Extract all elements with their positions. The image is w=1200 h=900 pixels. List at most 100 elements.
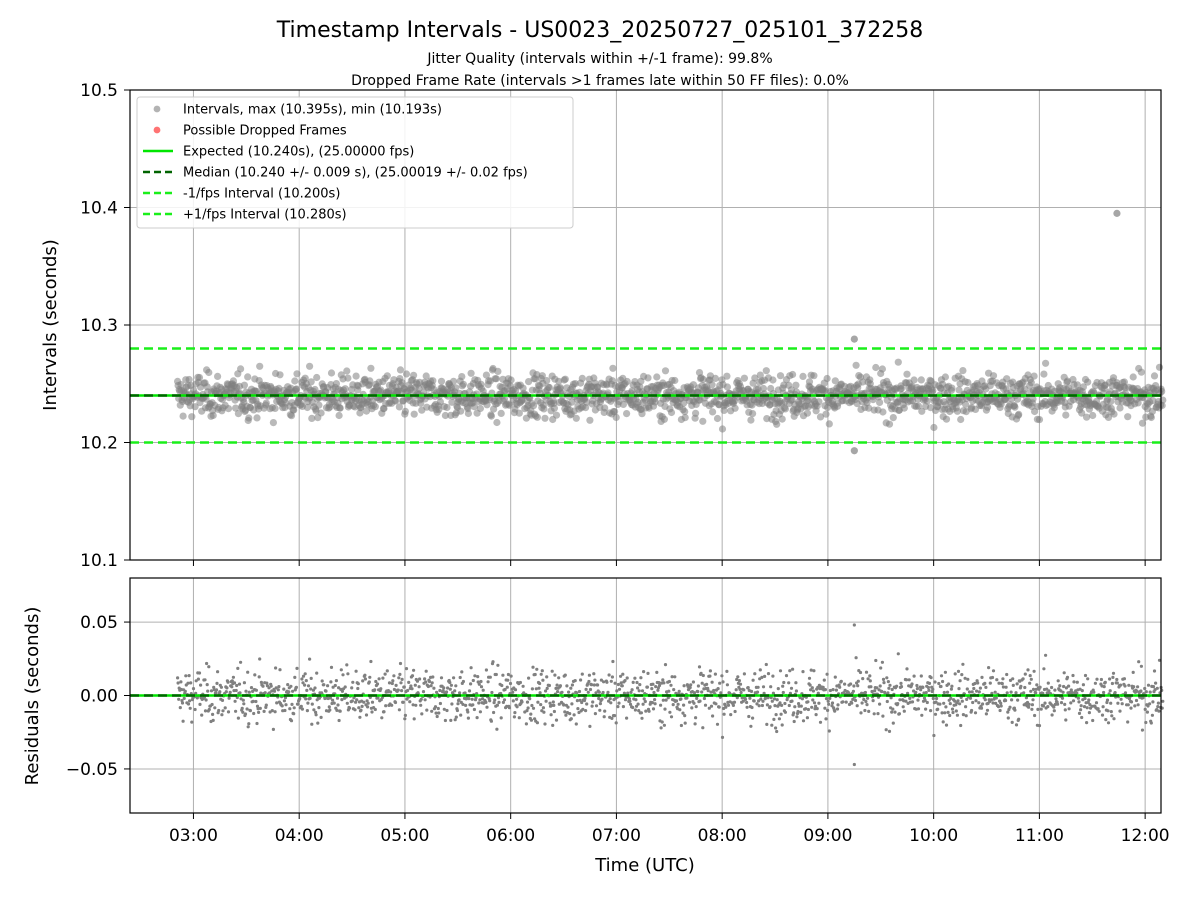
residual-point	[517, 716, 521, 720]
residual-point	[1006, 710, 1010, 714]
residual-point	[1014, 723, 1019, 727]
residual-point	[904, 678, 909, 682]
residual-point	[299, 704, 303, 708]
residual-point	[621, 672, 625, 676]
residual-point	[1037, 724, 1042, 728]
residual-point	[878, 684, 882, 688]
x-tick-label: 08:00	[698, 826, 747, 846]
residual-point	[343, 685, 347, 689]
residual-point	[1001, 677, 1005, 681]
residual-point	[397, 708, 401, 712]
interval-point	[680, 399, 688, 407]
residual-point	[957, 687, 961, 691]
residual-point	[581, 707, 585, 712]
interval-point	[476, 404, 484, 413]
residual-point	[1008, 678, 1013, 683]
residual-point	[190, 720, 194, 724]
residual-point	[261, 684, 265, 688]
residual-point	[541, 706, 546, 710]
residual-point	[324, 689, 328, 693]
chart-title: Timestamp Intervals - US0023_20250727_02…	[276, 18, 923, 43]
residual-point	[759, 697, 763, 701]
residual-point	[417, 685, 421, 689]
residual-point	[662, 723, 667, 727]
residual-point	[843, 682, 847, 686]
interval-point	[452, 384, 460, 392]
residual-point	[275, 701, 279, 705]
residual-point	[577, 710, 581, 715]
residual-point	[1085, 721, 1089, 725]
residual-point	[617, 701, 621, 705]
interval-point	[336, 404, 344, 412]
residual-point	[943, 670, 948, 674]
residual-point	[594, 704, 599, 708]
residual-point	[492, 710, 496, 715]
residual-point	[183, 689, 187, 694]
residual-point	[413, 683, 417, 687]
residual-point	[719, 691, 723, 695]
residual-point	[1126, 703, 1130, 707]
residual-point	[702, 696, 707, 701]
interval-point	[291, 377, 299, 385]
residual-point	[226, 710, 231, 714]
residual-point	[427, 679, 432, 684]
residual-point	[592, 672, 596, 676]
interval-point	[1030, 372, 1038, 380]
residual-point	[941, 679, 945, 684]
residual-point	[672, 688, 676, 692]
residual-point	[640, 716, 644, 720]
residual-point	[817, 701, 821, 705]
x-tick-label: 05:00	[380, 826, 429, 846]
residual-point	[526, 706, 530, 710]
residual-point	[1105, 698, 1110, 702]
residual-point	[556, 690, 560, 694]
interval-point	[332, 380, 340, 388]
residual-point	[182, 696, 186, 701]
interval-point	[699, 375, 707, 384]
interval-point	[918, 407, 926, 415]
residual-point	[579, 678, 583, 682]
residual-point	[983, 681, 987, 686]
residual-point	[977, 690, 981, 694]
residual-point	[214, 688, 219, 692]
residual-point	[749, 724, 753, 728]
residual-point	[501, 700, 505, 705]
residual-point	[509, 674, 513, 678]
residual-point	[815, 707, 819, 711]
interval-point	[550, 404, 559, 412]
residual-point	[988, 681, 992, 685]
residual-point	[558, 684, 563, 688]
interval-point	[1113, 209, 1121, 217]
residual-point	[602, 680, 606, 684]
residual-point	[774, 713, 778, 717]
x-tick-label: 11:00	[1015, 826, 1064, 846]
residual-point	[230, 679, 234, 683]
residual-point	[507, 706, 511, 710]
residual-point	[1156, 701, 1160, 705]
residual-point	[999, 704, 1003, 708]
residual-point	[782, 680, 786, 685]
residual-point	[1085, 706, 1089, 710]
residual-point	[606, 690, 610, 694]
residual-point	[518, 680, 523, 685]
interval-point	[638, 410, 646, 418]
residual-point	[350, 686, 354, 690]
residual-point	[1027, 705, 1031, 709]
residual-point	[213, 706, 217, 710]
residual-point	[1076, 696, 1080, 700]
residual-point	[822, 678, 826, 682]
residual-point	[616, 682, 621, 687]
residual-point	[382, 710, 386, 714]
residual-point	[923, 698, 927, 703]
residual-point	[651, 682, 655, 686]
residual-point	[254, 688, 258, 692]
residual-point	[979, 706, 984, 710]
interval-point	[876, 398, 884, 406]
residual-point	[397, 676, 401, 680]
residual-point	[1036, 707, 1040, 712]
residual-point	[896, 702, 900, 706]
interval-point	[377, 386, 385, 394]
residual-point	[766, 672, 771, 676]
residual-point	[358, 715, 362, 719]
residual-point	[925, 700, 929, 705]
